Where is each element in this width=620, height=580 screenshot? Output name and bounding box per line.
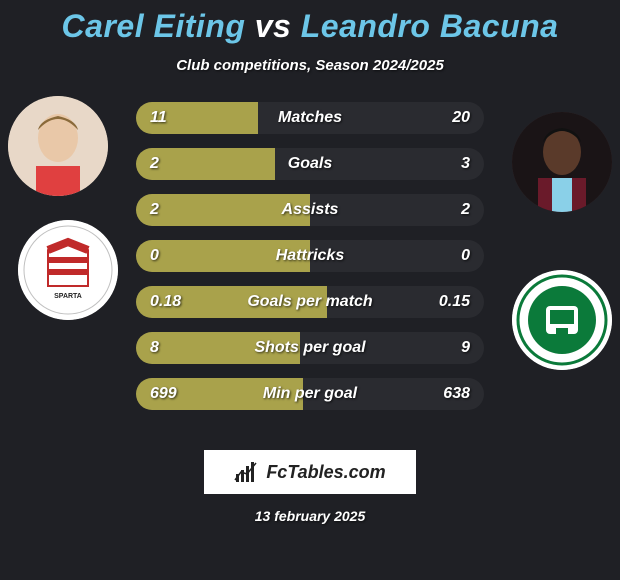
stat-value-player1: 699 bbox=[150, 385, 200, 403]
stat-row: 11Matches20 bbox=[136, 102, 484, 134]
player2-avatar bbox=[512, 112, 612, 212]
player2-avatar-icon bbox=[512, 112, 612, 212]
stat-label: Assists bbox=[200, 201, 420, 219]
footer-date: 13 february 2025 bbox=[255, 508, 366, 524]
stat-value-player1: 2 bbox=[150, 201, 200, 219]
content-area: SPARTA 11Matches202Goals32Assists20Hattr… bbox=[0, 102, 620, 442]
stat-label: Shots per goal bbox=[200, 339, 420, 357]
stat-value-player1: 11 bbox=[150, 109, 200, 127]
club1-name: SPARTA bbox=[54, 293, 82, 300]
stat-value-player2: 0 bbox=[420, 247, 470, 265]
stat-row: 2Goals3 bbox=[136, 148, 484, 180]
stat-label: Matches bbox=[200, 109, 420, 127]
club2-badge-icon bbox=[512, 270, 612, 370]
player1-avatar bbox=[8, 96, 108, 196]
player2-club-badge bbox=[512, 270, 612, 370]
stat-value-player2: 0.15 bbox=[420, 293, 470, 311]
stat-row: 2Assists2 bbox=[136, 194, 484, 226]
stat-value-player2: 638 bbox=[420, 385, 470, 403]
player1-name: Carel Eiting bbox=[62, 8, 246, 44]
stat-label: Goals bbox=[200, 155, 420, 173]
stat-value-player2: 3 bbox=[420, 155, 470, 173]
player1-avatar-icon bbox=[8, 96, 108, 196]
club1-badge-icon: SPARTA bbox=[18, 220, 118, 320]
stat-value-player1: 0 bbox=[150, 247, 200, 265]
stat-row: 0Hattricks0 bbox=[136, 240, 484, 272]
stat-value-player2: 9 bbox=[420, 339, 470, 357]
footer: FcTables.com 13 february 2025 bbox=[0, 450, 620, 524]
stat-value-player2: 2 bbox=[420, 201, 470, 219]
comparison-title: Carel Eiting vs Leandro Bacuna bbox=[0, 0, 620, 45]
stat-value-player1: 2 bbox=[150, 155, 200, 173]
player2-name: Leandro Bacuna bbox=[301, 8, 559, 44]
brand-badge: FcTables.com bbox=[204, 450, 415, 494]
stat-row: 8Shots per goal9 bbox=[136, 332, 484, 364]
stat-rows: 11Matches202Goals32Assists20Hattricks00.… bbox=[136, 102, 484, 410]
chart-icon bbox=[234, 460, 258, 484]
stat-row: 699Min per goal638 bbox=[136, 378, 484, 410]
stat-label: Goals per match bbox=[200, 293, 420, 311]
brand-name: FcTables.com bbox=[266, 462, 385, 483]
vs-separator: vs bbox=[255, 8, 292, 44]
stat-label: Hattricks bbox=[200, 247, 420, 265]
stat-value-player2: 20 bbox=[420, 109, 470, 127]
subtitle: Club competitions, Season 2024/2025 bbox=[0, 57, 620, 74]
stat-value-player1: 8 bbox=[150, 339, 200, 357]
stat-row: 0.18Goals per match0.15 bbox=[136, 286, 484, 318]
stat-value-player1: 0.18 bbox=[150, 293, 200, 311]
stat-label: Min per goal bbox=[200, 385, 420, 403]
player1-club-badge: SPARTA bbox=[18, 220, 118, 320]
